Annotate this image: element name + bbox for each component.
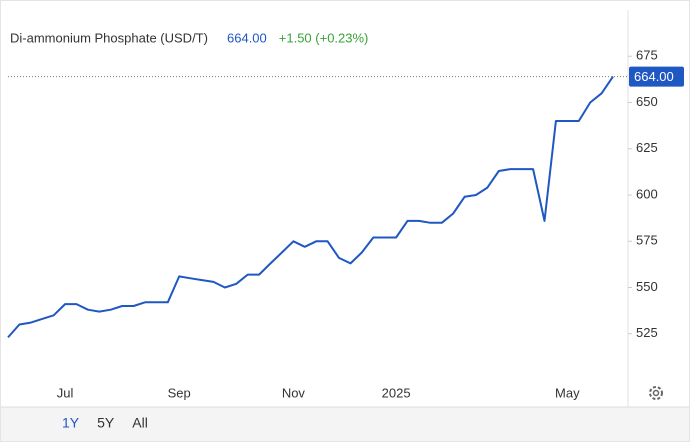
y-tick-label: 675: [636, 48, 658, 63]
range-button[interactable]: 1Y: [62, 415, 80, 431]
y-tick-label: 525: [636, 325, 658, 340]
range-button[interactable]: All: [132, 415, 148, 431]
range-button[interactable]: 5Y: [97, 415, 115, 431]
x-tick-label: Nov: [282, 385, 306, 400]
y-tick-label: 550: [636, 279, 658, 294]
last-price-tag-label: 664.00: [634, 69, 674, 84]
chart-title: Di-ammonium Phosphate (USD/T): [10, 30, 208, 45]
y-tick-label: 600: [636, 186, 658, 201]
x-tick-label: May: [555, 385, 580, 400]
gear-hub: [652, 389, 660, 397]
last-price-tag: [629, 66, 684, 87]
y-tick-label: 575: [636, 233, 658, 248]
y-tick-label: 625: [636, 140, 658, 155]
gear-teeth: [649, 386, 663, 400]
x-tick-label: 2025: [382, 385, 411, 400]
settings-icon[interactable]: [649, 386, 663, 400]
toolbar: [1, 407, 689, 441]
x-tick-label: Jul: [57, 385, 74, 400]
last-price: 664.00: [227, 30, 267, 45]
price-line: [7, 76, 614, 339]
x-tick-label: Sep: [168, 385, 191, 400]
price-change: +1.50 (+0.23%): [279, 30, 369, 45]
y-tick-label: 650: [636, 94, 658, 109]
